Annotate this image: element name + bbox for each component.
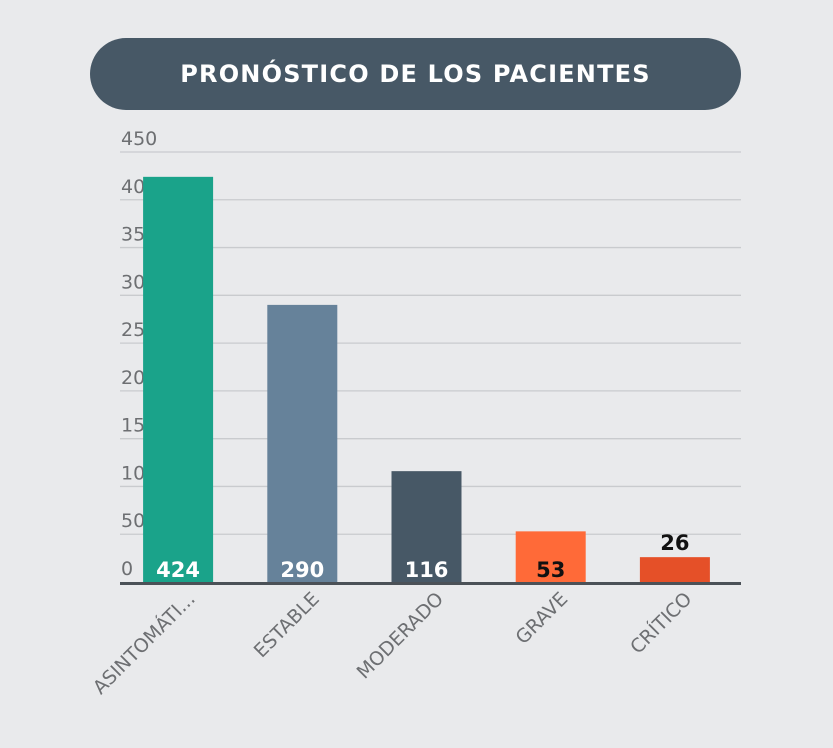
bar-value-label: 424 bbox=[156, 558, 200, 582]
chart-title-banner: PRONÓSTICO DE LOS PACIENTES bbox=[90, 38, 741, 110]
bar-1 bbox=[143, 176, 214, 582]
x-category-label: GRAVE bbox=[511, 588, 572, 649]
y-tick-label: 0 bbox=[121, 558, 133, 580]
x-category-label: ASINTOMÁTI... bbox=[88, 587, 200, 699]
bar-value-label: 53 bbox=[536, 558, 565, 582]
bar-value-label: 26 bbox=[660, 531, 689, 555]
y-tick-label: 50 bbox=[121, 510, 145, 532]
x-category-label: ESTABLE bbox=[250, 588, 324, 662]
bar-5 bbox=[639, 557, 710, 582]
bar-4 bbox=[515, 531, 586, 582]
bar-value-label: 116 bbox=[405, 558, 449, 582]
x-category-label: MODERADO bbox=[353, 588, 448, 683]
x-category-label: CRÍTICO bbox=[625, 587, 696, 658]
bar-2 bbox=[267, 304, 338, 582]
bar-3 bbox=[391, 471, 462, 582]
chart-title: PRONÓSTICO DE LOS PACIENTES bbox=[180, 60, 651, 88]
y-tick-label: 450 bbox=[121, 128, 157, 150]
bar-value-label: 290 bbox=[280, 558, 324, 582]
